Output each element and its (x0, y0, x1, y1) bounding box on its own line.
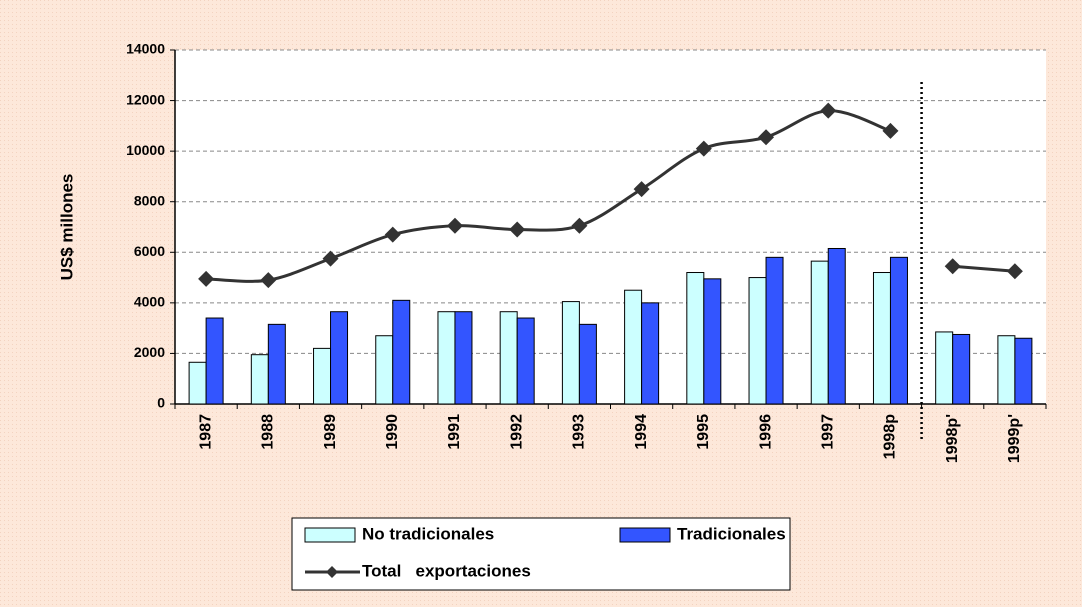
marker (944, 258, 961, 275)
bar (827, 247, 846, 405)
marker (571, 217, 588, 234)
x-tick-label: 1993 (571, 414, 588, 450)
x-tick-label: 1999p' (1006, 414, 1023, 463)
x-tick-label: 1996 (757, 414, 774, 450)
y-tick-label: 12000 (126, 91, 165, 107)
x-tick-label: 1997 (819, 414, 836, 450)
y-tick-label: 2000 (134, 344, 165, 360)
bar (392, 299, 411, 405)
x-tick-label: 1988 (260, 414, 277, 450)
plot-area (175, 50, 1046, 404)
y-axis-label: US$ millones (57, 174, 76, 281)
legend-swatch (619, 527, 671, 543)
marker (633, 181, 650, 198)
x-tick-label: 1990 (384, 414, 401, 450)
bar (952, 333, 971, 405)
marker (260, 272, 277, 289)
bar (205, 317, 224, 405)
bar (250, 354, 269, 405)
x-tick-label: 1987 (197, 414, 214, 450)
bar (686, 272, 705, 405)
legend (291, 517, 791, 591)
bar (516, 317, 535, 405)
bar (561, 301, 580, 405)
legend-label: Total exportaciones (362, 561, 531, 580)
bar (935, 331, 954, 405)
bar (765, 256, 784, 405)
marker (882, 122, 899, 139)
y-tick-label: 14000 (126, 41, 165, 57)
x-tick-label: 1994 (633, 414, 650, 450)
bar (889, 256, 908, 405)
legend-label: Tradicionales (677, 524, 786, 543)
x-tick-label: 1992 (508, 414, 525, 450)
marker (509, 221, 526, 238)
bar (997, 335, 1016, 405)
x-tick-label: 1995 (695, 414, 712, 450)
marker (446, 217, 463, 234)
y-tick-label: 6000 (134, 243, 165, 259)
marker (198, 270, 215, 287)
bar (624, 289, 643, 405)
bar (810, 260, 829, 405)
bar (578, 323, 597, 405)
marker (758, 129, 775, 146)
bar (437, 311, 456, 405)
bar (499, 311, 518, 405)
x-tick-label: 1998p (882, 414, 899, 460)
x-tick-label: 1991 (446, 414, 463, 450)
y-tick-label: 0 (157, 395, 165, 411)
bar (188, 361, 207, 405)
legend-marker (326, 566, 338, 578)
legend-swatch (304, 527, 356, 543)
marker (384, 226, 401, 243)
y-tick-label: 8000 (134, 192, 165, 208)
y-tick-label: 4000 (134, 294, 165, 310)
marker (1006, 263, 1023, 280)
bar (872, 272, 891, 405)
bar (703, 278, 722, 405)
x-tick-label: 1998p' (944, 414, 961, 463)
bar (375, 335, 394, 405)
y-tick-label: 10000 (126, 142, 165, 158)
bar (641, 302, 660, 405)
bar (454, 311, 473, 405)
bar (313, 347, 332, 405)
marker (820, 102, 837, 119)
x-tick-label: 1989 (322, 414, 339, 450)
bar (330, 311, 349, 405)
marker (695, 140, 712, 157)
marker (322, 250, 339, 267)
bar (748, 277, 767, 405)
bar (267, 323, 286, 405)
bar (1014, 337, 1033, 405)
legend-label: No tradicionales (362, 524, 494, 543)
